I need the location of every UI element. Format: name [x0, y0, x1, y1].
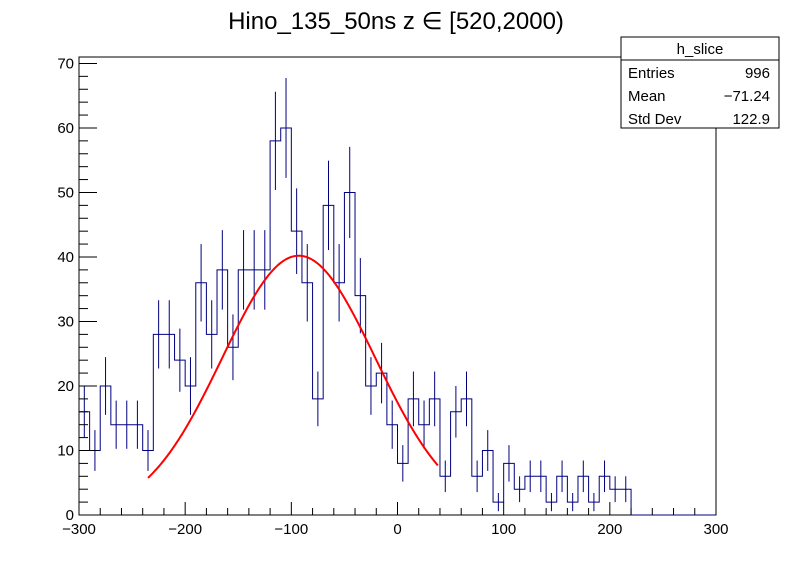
x-tick-label: 100: [491, 521, 516, 538]
x-tick-label: 300: [703, 521, 728, 538]
y-tick-label: 10: [57, 442, 74, 459]
stats-box-title: h_slice: [677, 41, 724, 58]
gaussian-fit-curve: [147, 254, 439, 479]
y-tick-label: 50: [57, 184, 74, 201]
stats-mean-label: Mean: [628, 88, 666, 105]
histogram-step-line: [79, 127, 716, 516]
y-tick-label: 60: [57, 120, 74, 137]
stats-stddev-label: Std Dev: [628, 111, 682, 128]
x-axis: −300 −200 −100 0 100 200 300: [62, 502, 729, 538]
x-tick-label: 200: [597, 521, 622, 538]
x-tick-label: −100: [274, 521, 308, 538]
stats-mean-value: −71.24: [724, 88, 770, 105]
y-axis: 0 10 20 30 40 50 60 70: [57, 55, 97, 524]
stats-box: h_slice Entries 996 Mean −71.24 Std Dev …: [620, 36, 780, 129]
chart-title: Hino_135_50ns z ∈ [520,2000): [228, 8, 564, 35]
y-tick-label: 20: [57, 378, 74, 395]
x-tick-label: −300: [62, 521, 96, 538]
stats-entries-label: Entries: [628, 65, 675, 82]
stats-entries-value: 996: [745, 65, 770, 82]
stats-box-frame: [620, 36, 780, 129]
x-tick-label: −200: [168, 521, 202, 538]
y-tick-label: 40: [57, 249, 74, 266]
y-tick-label: 0: [66, 507, 74, 524]
stats-stddev-value: 122.9: [732, 111, 770, 128]
x-tick-label: 0: [393, 521, 401, 538]
y-tick-label: 70: [57, 55, 74, 72]
y-tick-label: 30: [57, 313, 74, 330]
